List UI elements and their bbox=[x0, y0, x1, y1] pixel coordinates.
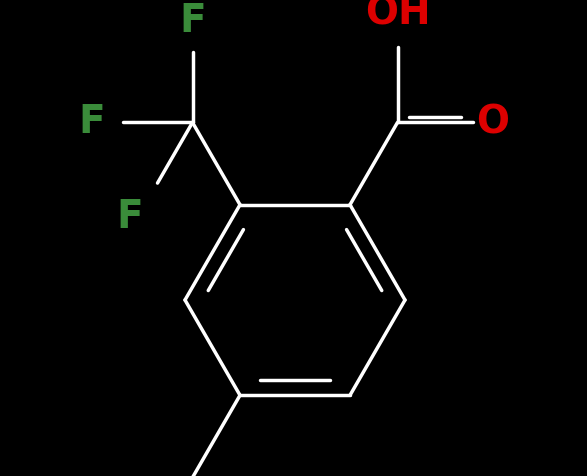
Text: F: F bbox=[179, 2, 206, 40]
Text: OH: OH bbox=[365, 0, 430, 32]
Text: F: F bbox=[78, 103, 104, 141]
Text: O: O bbox=[476, 103, 509, 141]
Text: F: F bbox=[116, 198, 143, 236]
